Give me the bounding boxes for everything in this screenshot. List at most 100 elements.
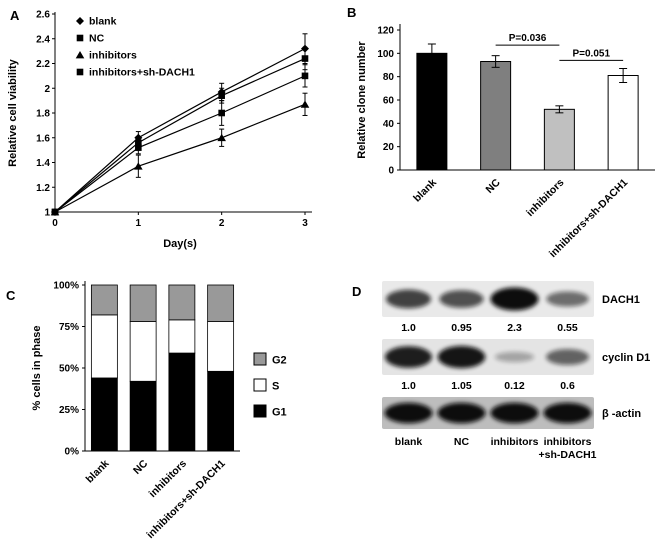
legend-label: inhibitors <box>89 50 137 62</box>
y-tick-label: 75% <box>59 322 79 333</box>
series-inhibitors <box>50 92 310 216</box>
y-tick-label: 100% <box>53 281 79 292</box>
panel-c-label: C <box>6 288 16 303</box>
legend: blank NC inhibitors inhibitors+sh-DACH1 <box>75 16 195 79</box>
x-tick-label: 3 <box>302 218 308 229</box>
band-quantification: 2.3 <box>507 322 522 334</box>
blot-row-dach1 <box>382 281 594 317</box>
protein-band <box>546 349 589 365</box>
protein-band <box>490 287 539 311</box>
protein-band <box>437 402 486 424</box>
p-value-label: P=0.036 <box>509 33 547 44</box>
lane-label: blank <box>395 436 423 448</box>
legend-swatch <box>253 404 267 418</box>
protein-band <box>494 351 535 363</box>
protein-band <box>439 290 484 308</box>
protein-band <box>546 291 589 307</box>
stacked-bar-nc <box>129 284 157 452</box>
legend-label: blank <box>89 16 117 28</box>
legend-label: G1 <box>272 407 287 419</box>
y-tick-label: 1 <box>44 208 50 219</box>
lane-label: inhibitors <box>544 436 592 448</box>
y-tick-label: 2 <box>44 84 50 95</box>
stacked-bar-inhibitors-sh-dach1 <box>207 284 235 452</box>
panel-b-bar-chart: 0 20 40 60 80 100 120 Relative clone number blan… <box>356 24 655 260</box>
legend-label: G2 <box>272 355 287 367</box>
x-tick-label: 0 <box>52 218 58 229</box>
y-tick-label: 25% <box>59 405 79 416</box>
y-tick-label: 2.2 <box>36 59 50 70</box>
y-tick-label: 40 <box>383 119 395 130</box>
lane-label: inhibitors <box>491 436 539 448</box>
blot-row-cyclin-d1 <box>382 339 594 375</box>
lane-label: +sh-DACH1 <box>538 449 596 461</box>
lane-label: NC <box>454 436 470 448</box>
protein-band <box>543 402 592 424</box>
protein-band <box>386 289 431 309</box>
protein-band <box>490 402 539 424</box>
x-category-label: blank <box>411 177 439 205</box>
y-tick-label: 100 <box>377 49 394 60</box>
protein-band <box>437 345 486 369</box>
band-quantification: 1.0 <box>401 380 416 392</box>
x-category-label: inhibitors <box>524 177 566 219</box>
y-tick-label: 2.6 <box>36 10 50 21</box>
band-quantification: 0.12 <box>504 380 525 392</box>
legend-label: inhibitors+sh-DACH1 <box>89 67 195 79</box>
y-tick-label: 50% <box>59 364 79 375</box>
band-quantification: 1.0 <box>401 322 416 334</box>
y-tick-label: 1.4 <box>36 158 50 169</box>
protein-label: cyclin D1 <box>602 352 650 364</box>
y-axis-title: Relative clone number <box>356 41 368 159</box>
band-quantification: 0.95 <box>451 322 472 334</box>
legend: G2 S G1 <box>253 352 287 419</box>
legend-label: NC <box>89 33 105 45</box>
panel-d-western-blot: DACH1 1.0 0.95 2.3 0.55 cyclin D1 1.0 1.05 0.12 0… <box>382 281 650 461</box>
x-tick-label: 1 <box>136 218 142 229</box>
bar-inhibitors-sh-dach1 <box>607 68 639 171</box>
x-category-label: NC <box>484 176 504 196</box>
bar-nc <box>480 55 512 171</box>
bar-blank <box>416 43 448 171</box>
y-tick-label: 0% <box>65 447 80 458</box>
band-quantification: 0.55 <box>557 322 578 334</box>
x-axis-title: Day(s) <box>163 238 197 250</box>
significance-annotation: P=0.036 <box>495 33 560 46</box>
blot-strip <box>382 281 594 317</box>
x-category-label: NC <box>131 457 151 477</box>
blot-strip <box>382 397 594 429</box>
panel-a-label: A <box>10 8 20 23</box>
protein-label: DACH1 <box>602 294 640 306</box>
p-value-label: P=0.051 <box>572 48 610 59</box>
series-inhibitors-sh-dach1 <box>51 64 309 216</box>
band-quantification: 1.05 <box>451 380 472 392</box>
panel-b-label: B <box>347 5 357 20</box>
y-axis-title: % cells in phase <box>31 326 43 411</box>
legend-label: S <box>272 381 279 393</box>
y-tick-label: 2.4 <box>36 34 50 45</box>
blot-strip <box>382 339 594 375</box>
y-tick-label: 1.6 <box>36 133 50 144</box>
stacked-bar-blank <box>90 284 118 452</box>
blot-row--actin <box>382 397 594 429</box>
legend-swatch <box>253 378 267 392</box>
y-tick-label: 0 <box>388 166 394 177</box>
stacked-bar-inhibitors <box>168 284 196 452</box>
panel-d-label: D <box>352 284 362 299</box>
y-tick-label: 80 <box>383 72 395 83</box>
panel-c-stacked-bar-chart: 0% 25% 50% 75% 100% % cells in phase blank NCin… <box>31 281 287 541</box>
legend-swatch <box>253 352 267 366</box>
y-tick-label: 1.2 <box>36 183 50 194</box>
y-tick-label: 120 <box>377 26 394 37</box>
y-tick-label: 60 <box>383 96 395 107</box>
band-quantification: 0.6 <box>560 380 575 392</box>
x-category-label: blank <box>84 458 112 486</box>
protein-band <box>385 346 432 368</box>
protein-band <box>384 402 433 424</box>
x-category-label: inhibitors+sh-DACH1 <box>144 458 227 541</box>
y-tick-label: 1.8 <box>36 109 50 120</box>
y-axis-title: Relative cell viability <box>7 58 19 166</box>
significance-annotation: P=0.051 <box>559 48 624 61</box>
